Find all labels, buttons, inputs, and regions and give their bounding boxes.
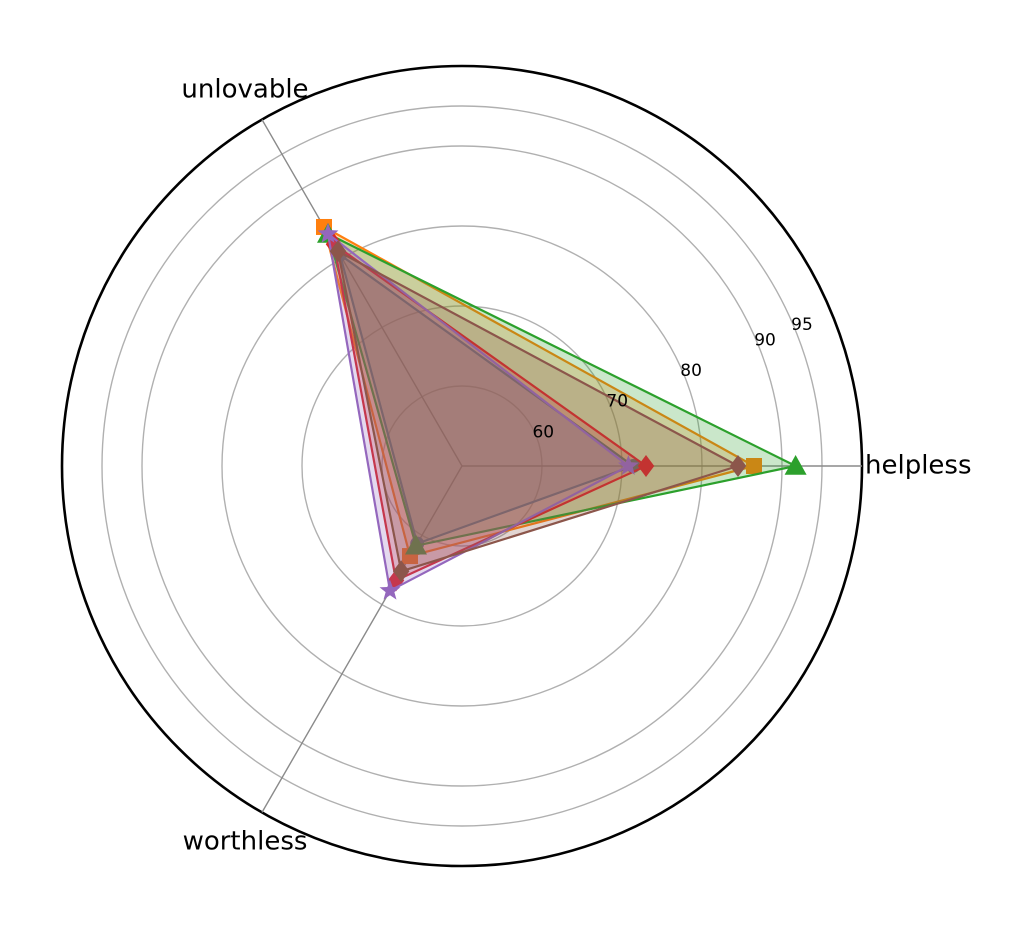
radial-tick-label-60: 60 (532, 422, 554, 442)
series-5-outline (326, 232, 630, 592)
series-layer (316, 218, 807, 600)
series-4-point-helpless (637, 455, 655, 477)
series-6-point-worthless (392, 560, 410, 583)
series-6 (329, 240, 747, 583)
axis-label-worthless: worthless (183, 826, 308, 856)
radial-tick-label-70: 70 (606, 392, 628, 412)
axis-label-unlovable: unlovable (181, 75, 308, 105)
series-3-area (328, 233, 796, 546)
series-5-point-unlovable (317, 222, 339, 243)
radial-tick-label-80: 80 (680, 361, 702, 381)
series-3-outline (326, 232, 797, 547)
tick-label-layer: 60 70 80 90 95 (532, 315, 812, 442)
axis-label-layer: helpless unlovable worthless (181, 75, 971, 857)
series-5-point-helpless (617, 455, 639, 475)
series-3-point-worthless (405, 534, 427, 555)
series-1-area (340, 254, 634, 544)
series-3 (317, 222, 807, 555)
series-3-point-helpless (784, 455, 807, 475)
series-1-outline (338, 253, 635, 545)
series-6-outline (336, 250, 740, 573)
series-4-area (334, 244, 646, 581)
spoke-unlovable (261, 119, 463, 467)
axis-label-helpless: helpless (865, 451, 972, 481)
radial-tick-label-95: 95 (791, 315, 813, 335)
spoke-worthless (261, 465, 463, 813)
series-5 (317, 222, 639, 600)
series-5-area (328, 233, 629, 591)
series-5-point-worthless (379, 579, 401, 600)
series-6-area (338, 251, 738, 572)
series-2-point-helpless (746, 458, 762, 474)
series-6-point-helpless (729, 455, 747, 477)
radial-tick-label-90: 90 (754, 330, 776, 350)
series-6-point-unlovable (329, 240, 347, 263)
